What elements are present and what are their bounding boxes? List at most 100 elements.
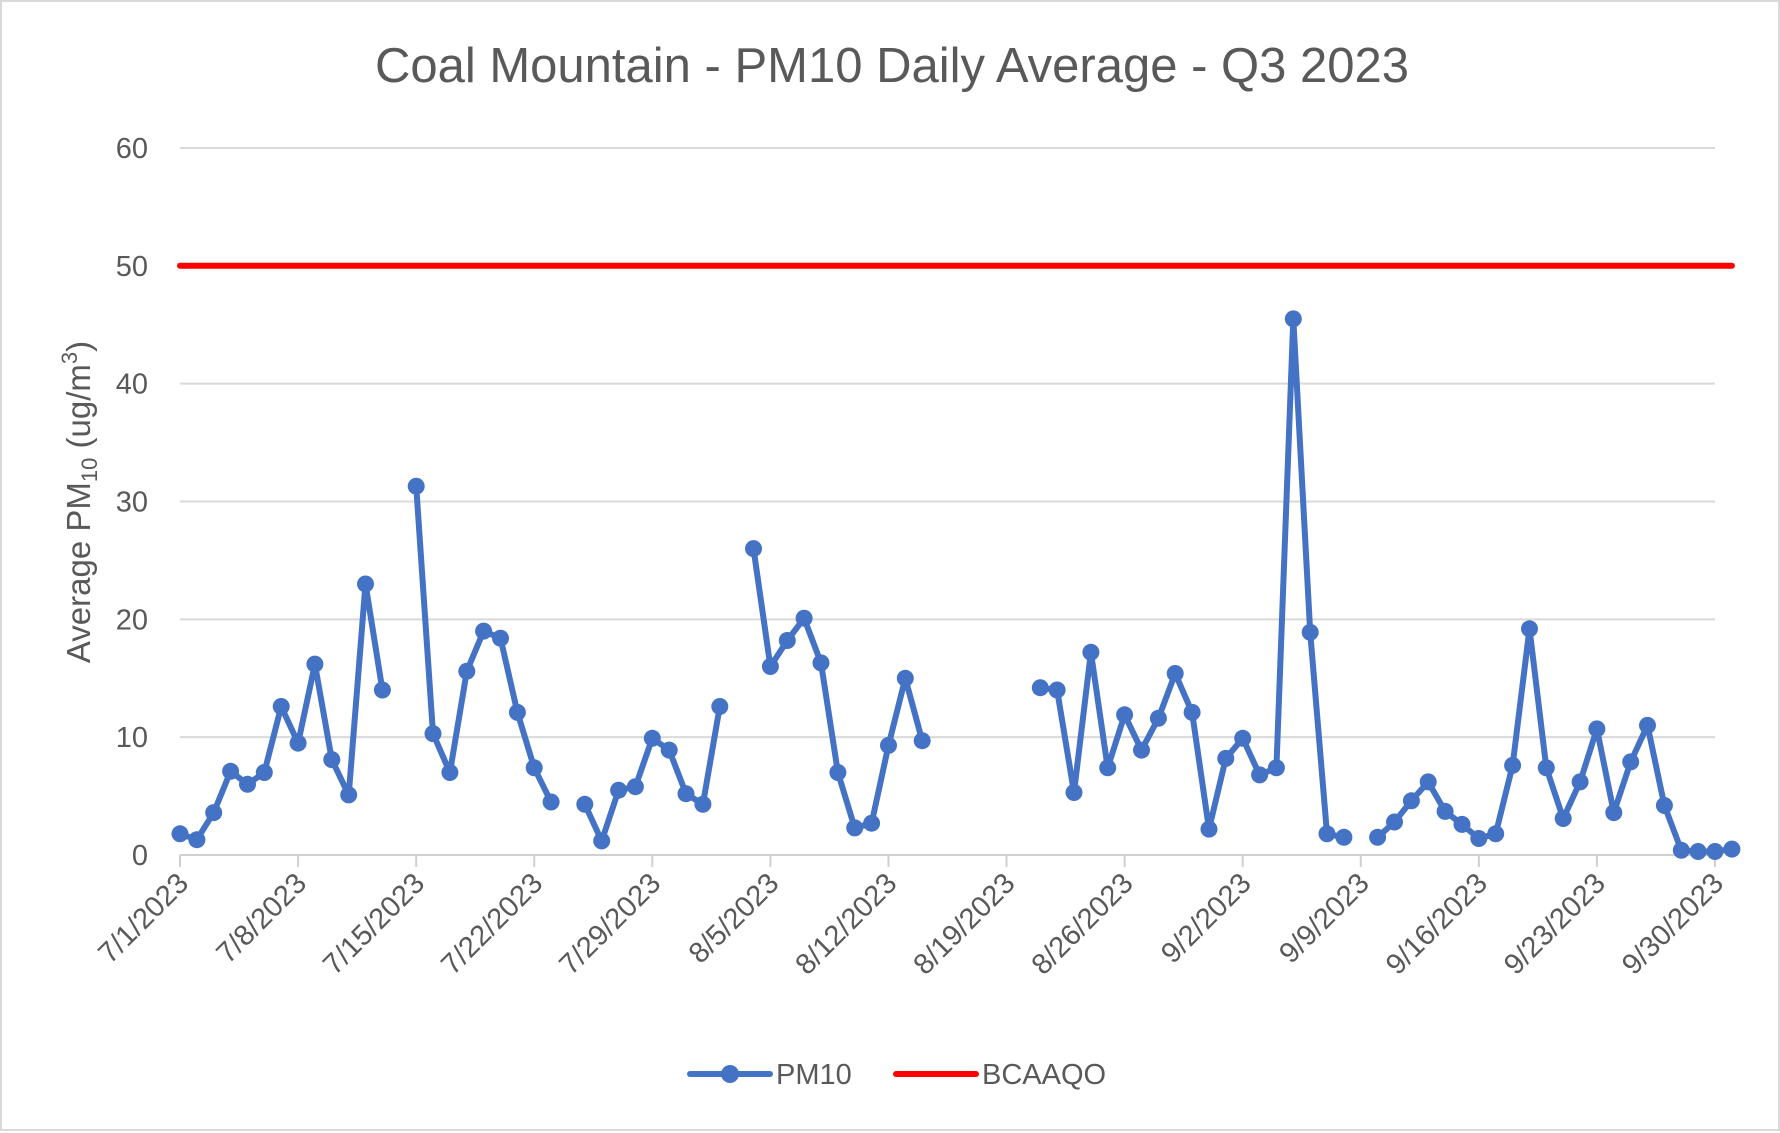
legend-marker-pm10: [721, 1065, 739, 1083]
data-point[interactable]: [525, 759, 543, 777]
data-point[interactable]: [492, 629, 509, 647]
data-point[interactable]: [694, 795, 712, 813]
data-point[interactable]: [1622, 753, 1640, 771]
data-point[interactable]: [1723, 840, 1741, 858]
data-point[interactable]: [660, 741, 678, 759]
data-point[interactable]: [1284, 310, 1302, 328]
data-point[interactable]: [778, 632, 796, 649]
data-point[interactable]: [323, 751, 341, 769]
data-point[interactable]: [1335, 828, 1353, 846]
data-point[interactable]: [593, 832, 611, 850]
data-point[interactable]: [626, 778, 644, 796]
data-point[interactable]: [1402, 792, 1420, 810]
data-point[interactable]: [1554, 810, 1572, 827]
data-point[interactable]: [1689, 843, 1707, 860]
data-point[interactable]: [1639, 716, 1656, 734]
data-point[interactable]: [1521, 620, 1538, 638]
data-point[interactable]: [1487, 825, 1505, 843]
data-point[interactable]: [441, 764, 459, 781]
y-tick-label: 40: [116, 369, 148, 401]
x-tick-label: 8/19/2023: [908, 867, 1022, 981]
data-point[interactable]: [1099, 759, 1117, 777]
data-point[interactable]: [812, 654, 830, 672]
data-point[interactable]: [1133, 741, 1150, 759]
data-point[interactable]: [458, 662, 476, 680]
data-point[interactable]: [306, 655, 324, 673]
x-tick-label: 8/26/2023: [1026, 867, 1140, 981]
data-point[interactable]: [1605, 804, 1623, 822]
data-point[interactable]: [1504, 756, 1522, 774]
data-point[interactable]: [542, 793, 560, 811]
data-point[interactable]: [1301, 623, 1319, 641]
y-axis-label-superscript: 3: [57, 352, 82, 364]
data-point[interactable]: [340, 786, 358, 804]
data-point[interactable]: [913, 732, 931, 750]
data-point[interactable]: [1048, 681, 1066, 699]
y-tick-label: 30: [116, 487, 148, 519]
data-point[interactable]: [357, 575, 374, 593]
data-point[interactable]: [1217, 749, 1235, 767]
data-point[interactable]: [1436, 802, 1454, 820]
y-tick-label: 50: [116, 251, 148, 283]
data-point[interactable]: [188, 831, 206, 849]
data-point[interactable]: [239, 775, 256, 793]
data-point[interactable]: [761, 658, 779, 675]
data-point[interactable]: [576, 795, 594, 813]
chart-title: Coal Mountain - PM10 Daily Average - Q3 …: [375, 39, 1409, 93]
data-point[interactable]: [272, 698, 290, 715]
data-point[interactable]: [475, 622, 493, 640]
data-point[interactable]: [795, 609, 813, 627]
data-point[interactable]: [643, 729, 661, 747]
data-point[interactable]: [846, 819, 864, 837]
data-point[interactable]: [1065, 784, 1083, 801]
data-point[interactable]: [1318, 825, 1336, 843]
data-point[interactable]: [1200, 820, 1218, 838]
data-point[interactable]: [1588, 720, 1606, 738]
data-point[interactable]: [171, 825, 189, 843]
data-point[interactable]: [1672, 841, 1690, 859]
data-point[interactable]: [407, 477, 425, 495]
data-point[interactable]: [255, 764, 273, 781]
data-point[interactable]: [1031, 679, 1049, 697]
data-point[interactable]: [863, 814, 881, 832]
legend-item-bcaaqo[interactable]: BCAAQO: [893, 1059, 1106, 1091]
data-point[interactable]: [1234, 729, 1252, 747]
data-point[interactable]: [1267, 759, 1285, 777]
data-point[interactable]: [1453, 815, 1471, 833]
data-point[interactable]: [1166, 665, 1184, 682]
series-line-segment: [1374, 625, 1735, 855]
data-point[interactable]: [829, 764, 847, 781]
data-point[interactable]: [896, 669, 914, 687]
data-point[interactable]: [711, 698, 729, 715]
data-point[interactable]: [880, 736, 897, 754]
data-point[interactable]: [508, 703, 526, 721]
data-point[interactable]: [289, 734, 307, 752]
data-point[interactable]: [1251, 766, 1269, 784]
data-point[interactable]: [1149, 709, 1167, 727]
data-point[interactable]: [1369, 828, 1387, 846]
data-point[interactable]: [1419, 773, 1437, 791]
data-point[interactable]: [205, 804, 223, 822]
data-point[interactable]: [677, 785, 695, 803]
data-point[interactable]: [1183, 703, 1201, 721]
y-tick-label: 0: [132, 840, 148, 872]
data-point[interactable]: [745, 540, 762, 558]
data-point[interactable]: [373, 681, 391, 699]
data-point[interactable]: [1116, 706, 1134, 724]
x-tick-label: 9/9/2023: [1273, 867, 1375, 969]
data-point[interactable]: [424, 725, 442, 743]
legend-item-pm10[interactable]: PM10: [687, 1059, 852, 1091]
data-point[interactable]: [1655, 797, 1673, 814]
legend: PM10 BCAAQO: [687, 1059, 1106, 1091]
data-point[interactable]: [1082, 643, 1100, 661]
data-point[interactable]: [222, 762, 240, 780]
data-point[interactable]: [1571, 773, 1589, 791]
data-point[interactable]: [1386, 813, 1403, 831]
data-point[interactable]: [610, 781, 628, 799]
y-axis-label: Average PM10 (ug/m3): [57, 341, 102, 663]
data-point[interactable]: [1706, 843, 1724, 860]
y-axis-label-prefix: Average PM: [60, 482, 97, 663]
data-point[interactable]: [1537, 759, 1555, 777]
data-point[interactable]: [1470, 830, 1488, 847]
